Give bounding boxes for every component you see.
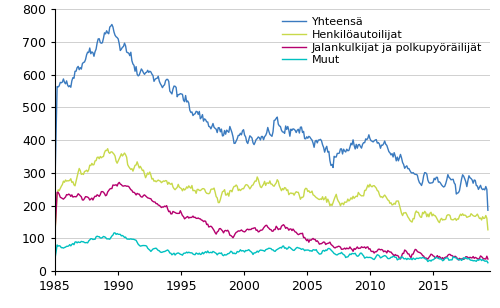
- Yhteensä: [52, 180, 58, 183]
- Jalankulkijat ja polkupyöräilijät: [209, 225, 215, 229]
- Yhteensä: [84, 53, 89, 57]
- Line: Jalankulkijat ja polkupyöräilijät: Jalankulkijat ja polkupyöräilijät: [55, 182, 488, 260]
- Yhteensä: [478, 187, 484, 190]
- Yhteensä: [109, 22, 115, 26]
- Muut: [160, 250, 166, 253]
- Muut: [436, 257, 442, 261]
- Line: Henkilöautoilijat: Henkilöautoilijat: [55, 149, 488, 233]
- Muut: [110, 233, 116, 237]
- Line: Muut: Muut: [55, 233, 488, 263]
- Henkilöautoilijat: [485, 228, 491, 232]
- Jalankulkijat ja polkupyöräilijät: [480, 256, 486, 260]
- Muut: [84, 241, 89, 244]
- Yhteensä: [485, 209, 491, 212]
- Yhteensä: [111, 30, 117, 34]
- Yhteensä: [160, 84, 166, 87]
- Line: Yhteensä: Yhteensä: [55, 24, 488, 210]
- Muut: [112, 231, 118, 235]
- Henkilöautoilijat: [478, 218, 484, 222]
- Jalankulkijat ja polkupyöräilijät: [160, 205, 166, 209]
- Jalankulkijat ja polkupyöräilijät: [110, 183, 116, 187]
- Yhteensä: [209, 124, 215, 128]
- Jalankulkijat ja polkupyöräilijät: [116, 180, 122, 184]
- Henkilöautoilijat: [160, 179, 166, 183]
- Yhteensä: [436, 180, 442, 184]
- Henkilöautoilijat: [52, 232, 58, 235]
- Jalankulkijat ja polkupyöräilijät: [52, 230, 58, 233]
- Henkilöautoilijat: [84, 168, 89, 172]
- Muut: [52, 257, 58, 260]
- Jalankulkijat ja polkupyöräilijät: [436, 255, 442, 258]
- Henkilöautoilijat: [104, 147, 110, 151]
- Jalankulkijat ja polkupyöräilijät: [456, 258, 462, 262]
- Jalankulkijat ja polkupyöräilijät: [485, 257, 491, 261]
- Jalankulkijat ja polkupyöräilijät: [84, 195, 89, 199]
- Henkilöautoilijat: [111, 152, 117, 156]
- Muut: [478, 259, 484, 262]
- Muut: [209, 251, 215, 255]
- Henkilöautoilijat: [436, 221, 442, 225]
- Legend: Yhteensä, Henkilöautoilijat, Jalankulkijat ja polkupyöräilijät, Muut: Yhteensä, Henkilöautoilijat, Jalankulkij…: [280, 15, 484, 67]
- Muut: [485, 261, 491, 265]
- Henkilöautoilijat: [209, 187, 215, 191]
